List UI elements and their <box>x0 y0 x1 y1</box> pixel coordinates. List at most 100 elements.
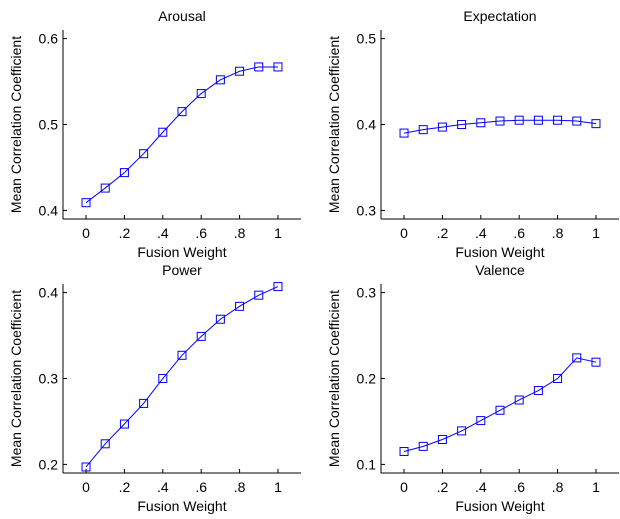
valence-x-tick-label: 0 <box>400 479 408 495</box>
power-data-point <box>254 290 264 300</box>
valence-data-point <box>418 441 428 451</box>
expectation-panel: Expectation Fusion Weight Mean Correlation… <box>326 8 619 260</box>
power-y-tick-label: 0.4 <box>39 285 59 301</box>
power-title: Power <box>162 262 202 278</box>
power-x-tick-label: 0 <box>82 479 90 495</box>
power-x-tick-label: .2 <box>119 479 131 495</box>
expectation-data-point <box>553 115 563 125</box>
valence-x-tick-label: .4 <box>475 479 487 495</box>
expectation-x-tick-label: .2 <box>437 225 449 241</box>
expectation-y-label: Mean Correlation Coefficient <box>326 36 342 213</box>
arousal-x-tick-label: 1 <box>274 225 282 241</box>
arousal-series-line <box>85 66 278 204</box>
arousal-data-point <box>235 66 245 76</box>
power-data-point <box>273 282 283 292</box>
arousal-data-point <box>81 198 91 208</box>
expectation-data-point <box>399 128 409 138</box>
power-data-point <box>158 374 168 383</box>
arousal-y-tick-label: 0.6 <box>39 31 59 47</box>
arousal-data-point <box>254 62 264 72</box>
arousal-data-point <box>100 183 110 193</box>
arousal-x-tick-label: .8 <box>234 225 246 241</box>
power-data-point <box>100 439 110 449</box>
expectation-data-point <box>457 120 467 129</box>
valence-data-point <box>495 405 505 415</box>
power-data-point <box>81 462 91 472</box>
arousal-data-point <box>196 89 206 99</box>
arousal-y-tick-label: 0.5 <box>39 117 59 133</box>
expectation-x-tick-label: 1 <box>592 225 600 241</box>
expectation-data-point <box>476 118 486 128</box>
power-x-tick-label: 1 <box>274 479 282 495</box>
valence-data-point <box>399 447 409 457</box>
valence-data-point <box>572 353 582 363</box>
valence-panel: Valence Fusion Weight Mean Correlation Coe… <box>326 262 619 514</box>
power-data-point <box>119 419 129 429</box>
valence-y-tick-label: 0.2 <box>357 371 377 387</box>
power-panel: Power Fusion Weight Mean Correlation Coeff… <box>8 262 301 514</box>
arousal-data-point <box>273 62 283 72</box>
expectation-series-line <box>403 119 597 134</box>
expectation-y-tick-label: 0.4 <box>357 117 377 133</box>
valence-series-line <box>403 357 597 453</box>
valence-x-tick-label: .8 <box>552 479 564 495</box>
power-data-point <box>235 301 245 311</box>
expectation-data-point <box>418 125 428 135</box>
expectation-data-point <box>437 122 447 132</box>
valence-data-point <box>457 426 467 436</box>
expectation-x-tick-label: .8 <box>552 225 564 241</box>
expectation-y-tick-label: 0.5 <box>357 31 377 47</box>
valence-y-tick-label: 0.3 <box>357 285 377 301</box>
arousal-data-point <box>177 107 187 117</box>
power-y-tick-label: 0.2 <box>39 456 59 472</box>
power-x-tick-label: .6 <box>195 479 207 495</box>
arousal-x-tick-label: .6 <box>195 225 207 241</box>
arousal-title: Arousal <box>158 8 205 24</box>
arousal-x-tick-label: 0 <box>82 225 90 241</box>
valence-data-point <box>553 374 563 383</box>
power-data-point <box>215 314 225 324</box>
valence-x-label: Fusion Weight <box>455 498 544 514</box>
expectation-x-tick-label: .6 <box>513 225 525 241</box>
power-x-tick-label: .8 <box>234 479 246 495</box>
valence-y-tick-label: 0.1 <box>357 456 377 472</box>
arousal-data-point <box>158 127 168 137</box>
valence-x-tick-label: .6 <box>513 479 525 495</box>
arousal-data-point <box>215 75 225 85</box>
power-series-line <box>85 286 279 468</box>
expectation-data-point <box>495 116 505 126</box>
valence-x-tick-label: 1 <box>592 479 600 495</box>
expectation-y-tick-label: 0.3 <box>357 202 377 218</box>
expectation-x-label: Fusion Weight <box>455 244 544 260</box>
expectation-title: Expectation <box>463 8 536 24</box>
arousal-x-tick-label: .4 <box>157 225 169 241</box>
valence-data-point <box>476 416 486 426</box>
power-y-label: Mean Correlation Coefficient <box>8 290 24 467</box>
expectation-data-point <box>591 119 601 129</box>
arousal-x-label: Fusion Weight <box>137 244 226 260</box>
valence-data-point <box>533 386 543 396</box>
valence-data-point <box>514 395 524 405</box>
expectation-data-point <box>572 116 582 126</box>
arousal-data-point <box>119 168 129 178</box>
valence-title: Valence <box>475 262 525 278</box>
expectation-x-tick-label: 0 <box>400 225 408 241</box>
power-data-point <box>139 398 149 408</box>
arousal-y-label: Mean Correlation Coefficient <box>8 36 24 213</box>
expectation-x-tick-label: .4 <box>475 225 487 241</box>
power-data-point <box>177 350 187 360</box>
arousal-x-tick-label: .2 <box>119 225 131 241</box>
expectation-data-point <box>533 115 543 125</box>
arousal-panel: Arousal Fusion Weight Mean Correlation Coe… <box>8 8 301 260</box>
power-data-point <box>196 331 206 341</box>
arousal-y-tick-label: 0.4 <box>39 202 59 218</box>
power-x-tick-label: .4 <box>157 479 169 495</box>
arousal-data-point <box>139 149 149 159</box>
valence-y-label: Mean Correlation Coefficient <box>326 290 342 467</box>
valence-data-point <box>591 357 601 367</box>
power-y-tick-label: 0.3 <box>39 371 59 387</box>
valence-data-point <box>437 434 447 444</box>
valence-x-tick-label: .2 <box>437 479 449 495</box>
